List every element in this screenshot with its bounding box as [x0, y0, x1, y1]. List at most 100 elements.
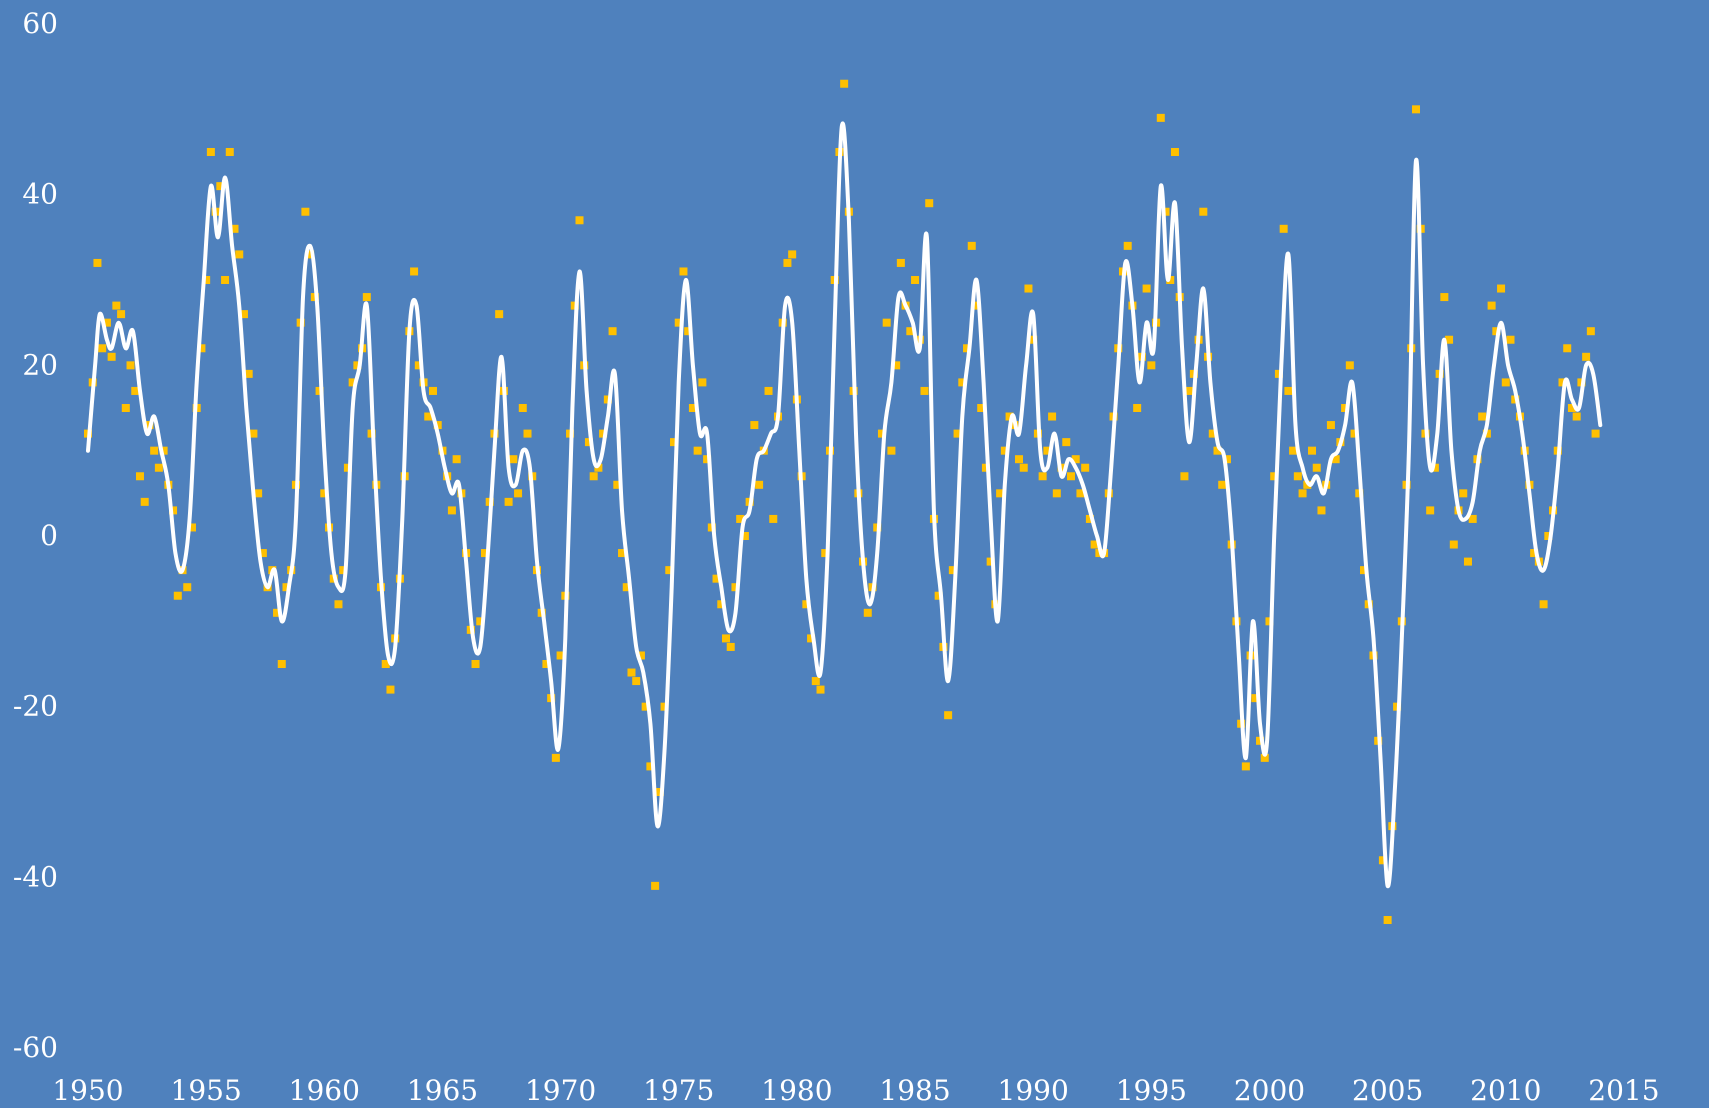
data-point: [1185, 386, 1194, 395]
data-point: [169, 506, 178, 515]
data-point: [216, 182, 225, 191]
x-tick-label: 1955: [171, 1074, 242, 1107]
data-point: [1530, 549, 1539, 558]
data-point: [135, 472, 144, 481]
data-point: [651, 881, 660, 890]
data-point: [221, 276, 230, 284]
data-point: [755, 480, 764, 489]
data-point: [717, 600, 726, 609]
data-point: [811, 677, 820, 686]
data-point: [1544, 532, 1553, 540]
data-point: [428, 386, 437, 395]
data-point: [1558, 378, 1567, 387]
data-point: [1567, 404, 1576, 412]
data-point: [1005, 412, 1014, 421]
data-point: [655, 788, 664, 796]
data-point: [608, 327, 617, 336]
data-point: [1274, 369, 1283, 378]
data-point: [693, 446, 702, 455]
data-point: [202, 276, 211, 284]
data-point: [1289, 446, 1298, 455]
data-point: [424, 412, 433, 421]
data-point: [1312, 463, 1321, 472]
data-point: [150, 446, 159, 455]
data-point: [1459, 489, 1468, 498]
data-point: [618, 549, 627, 558]
data-point: [239, 310, 248, 319]
data-point: [1081, 463, 1090, 472]
x-tick-label: 2010: [1470, 1074, 1541, 1107]
data-point: [1341, 404, 1350, 412]
data-point: [306, 250, 315, 259]
data-point: [722, 634, 731, 643]
data-point: [1468, 514, 1477, 523]
data-point: [117, 310, 126, 319]
data-point: [504, 497, 513, 506]
data-point: [963, 344, 972, 353]
data-point: [225, 148, 234, 156]
data-point: [1463, 557, 1472, 566]
data-point: [769, 514, 778, 523]
data-point: [518, 404, 527, 412]
data-point: [953, 429, 962, 438]
data-point: [1317, 506, 1326, 515]
data-point: [254, 489, 263, 498]
data-point: [1123, 241, 1132, 250]
data-point: [206, 148, 215, 156]
data-point: [1241, 762, 1250, 771]
data-point: [802, 600, 811, 609]
data-point: [514, 489, 523, 498]
data-point: [542, 660, 551, 668]
data-point: [1270, 472, 1279, 481]
data-point: [140, 497, 149, 506]
data-point: [334, 600, 343, 609]
x-tick-label: 1960: [289, 1074, 360, 1107]
data-point: [660, 702, 669, 711]
x-tick-label: 2005: [1352, 1074, 1423, 1107]
data-point: [807, 634, 816, 643]
data-point: [1019, 463, 1028, 472]
data-point: [414, 361, 423, 370]
data-point: [703, 455, 712, 464]
data-point: [1326, 421, 1335, 430]
data-point: [282, 583, 291, 592]
data-point: [877, 429, 886, 438]
data-point: [1350, 429, 1359, 438]
data-point: [249, 429, 258, 438]
data-point: [93, 258, 102, 267]
data-point: [131, 386, 140, 395]
data-point: [1478, 412, 1487, 421]
data-point: [320, 489, 329, 498]
data-point: [627, 668, 636, 677]
data-point: [1411, 105, 1420, 114]
data-point: [731, 583, 740, 592]
data-point: [736, 514, 745, 523]
data-point: [1076, 489, 1085, 498]
data-point: [783, 258, 792, 267]
trend-line: [86, 121, 1603, 888]
data-point: [740, 532, 749, 540]
x-tick-label: 2000: [1234, 1074, 1305, 1107]
data-point: [343, 463, 352, 472]
data-point: [1000, 446, 1009, 455]
data-point: [613, 480, 622, 489]
data-point: [452, 455, 461, 464]
trend-lines: [86, 121, 1603, 888]
data-point: [1445, 335, 1454, 344]
data-point: [98, 344, 107, 353]
data-point: [665, 566, 674, 575]
data-point: [920, 386, 929, 395]
data-point: [1052, 489, 1061, 498]
data-point: [102, 318, 111, 327]
data-point: [1506, 335, 1515, 344]
data-point: [1156, 113, 1165, 122]
data-point: [977, 404, 986, 412]
data-point: [1260, 753, 1269, 762]
data-point: [1298, 489, 1307, 498]
data-point: [556, 651, 565, 660]
data-point: [1426, 506, 1435, 515]
data-point: [764, 386, 773, 395]
data-point: [646, 762, 655, 771]
data-point: [187, 523, 196, 532]
